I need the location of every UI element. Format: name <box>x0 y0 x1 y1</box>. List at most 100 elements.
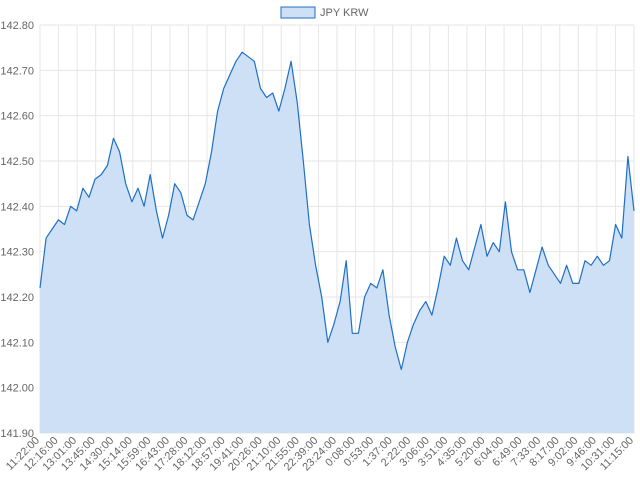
data-point[interactable] <box>418 309 421 312</box>
data-point[interactable] <box>283 87 286 90</box>
data-point[interactable] <box>626 155 629 158</box>
data-point[interactable] <box>351 332 354 335</box>
data-point[interactable] <box>155 209 158 212</box>
data-point[interactable] <box>486 255 489 258</box>
data-point[interactable] <box>375 286 378 289</box>
data-point[interactable] <box>88 196 91 199</box>
data-point[interactable] <box>100 173 103 176</box>
data-point[interactable] <box>69 205 72 208</box>
data-point[interactable] <box>45 237 48 240</box>
data-point[interactable] <box>406 341 409 344</box>
data-point[interactable] <box>302 160 305 163</box>
data-point[interactable] <box>235 60 238 63</box>
data-point[interactable] <box>130 200 133 203</box>
data-point[interactable] <box>571 282 574 285</box>
data-point[interactable] <box>412 323 415 326</box>
legend-label[interactable]: JPY KRW <box>320 7 369 19</box>
data-point[interactable] <box>179 191 182 194</box>
data-point[interactable] <box>381 268 384 271</box>
data-point[interactable] <box>241 51 244 54</box>
data-point[interactable] <box>388 314 391 317</box>
data-point[interactable] <box>590 264 593 267</box>
data-point[interactable] <box>173 182 176 185</box>
data-point[interactable] <box>253 60 256 63</box>
data-point[interactable] <box>259 87 262 90</box>
data-point[interactable] <box>167 214 170 217</box>
data-point[interactable] <box>369 282 372 285</box>
data-point[interactable] <box>314 264 317 267</box>
data-point[interactable] <box>228 73 231 76</box>
data-point[interactable] <box>271 92 274 95</box>
data-point[interactable] <box>198 200 201 203</box>
data-point[interactable] <box>357 332 360 335</box>
data-point[interactable] <box>94 178 97 181</box>
data-point[interactable] <box>216 110 219 113</box>
data-point[interactable] <box>394 345 397 348</box>
data-point[interactable] <box>449 264 452 267</box>
data-point[interactable] <box>192 218 195 221</box>
data-point[interactable] <box>39 286 42 289</box>
data-point[interactable] <box>75 209 78 212</box>
data-point[interactable] <box>137 187 140 190</box>
data-point[interactable] <box>112 137 115 140</box>
data-point[interactable] <box>437 286 440 289</box>
data-point[interactable] <box>479 223 482 226</box>
legend-swatch[interactable] <box>280 6 316 19</box>
data-point[interactable] <box>461 259 464 262</box>
data-point[interactable] <box>553 273 556 276</box>
data-point[interactable] <box>308 223 311 226</box>
data-point[interactable] <box>51 228 54 231</box>
data-point[interactable] <box>124 182 127 185</box>
data-point[interactable] <box>528 291 531 294</box>
data-point[interactable] <box>430 314 433 317</box>
data-point[interactable] <box>326 341 329 344</box>
data-point[interactable] <box>290 60 293 63</box>
data-point[interactable] <box>400 368 403 371</box>
data-point[interactable] <box>614 223 617 226</box>
data-point[interactable] <box>222 87 225 90</box>
data-point[interactable] <box>265 96 268 99</box>
data-point[interactable] <box>473 246 476 249</box>
data-point[interactable] <box>498 250 501 253</box>
data-point[interactable] <box>161 237 164 240</box>
data-point[interactable] <box>547 264 550 267</box>
data-point[interactable] <box>541 246 544 249</box>
data-point[interactable] <box>565 264 568 267</box>
data-point[interactable] <box>143 205 146 208</box>
data-point[interactable] <box>63 223 66 226</box>
data-point[interactable] <box>608 259 611 262</box>
data-point[interactable] <box>345 259 348 262</box>
data-point[interactable] <box>559 282 562 285</box>
data-point[interactable] <box>424 300 427 303</box>
data-point[interactable] <box>332 323 335 326</box>
data-point[interactable] <box>296 101 299 104</box>
data-point[interactable] <box>492 241 495 244</box>
data-point[interactable] <box>247 55 250 58</box>
data-point[interactable] <box>504 200 507 203</box>
data-point[interactable] <box>149 173 152 176</box>
data-point[interactable] <box>57 218 60 221</box>
data-point[interactable] <box>277 110 280 113</box>
data-point[interactable] <box>363 296 366 299</box>
data-point[interactable] <box>620 237 623 240</box>
data-point[interactable] <box>443 255 446 258</box>
data-point[interactable] <box>584 259 587 262</box>
data-point[interactable] <box>204 182 207 185</box>
data-point[interactable] <box>510 250 513 253</box>
data-point[interactable] <box>596 255 599 258</box>
data-point[interactable] <box>106 164 109 167</box>
data-point[interactable] <box>633 209 636 212</box>
legend[interactable]: JPY KRW <box>280 6 369 19</box>
data-point[interactable] <box>577 282 580 285</box>
data-point[interactable] <box>522 268 525 271</box>
data-point[interactable] <box>339 300 342 303</box>
data-point[interactable] <box>602 264 605 267</box>
data-point[interactable] <box>467 268 470 271</box>
data-point[interactable] <box>320 296 323 299</box>
data-point[interactable] <box>81 187 84 190</box>
data-point[interactable] <box>535 268 538 271</box>
data-point[interactable] <box>186 214 189 217</box>
data-point[interactable] <box>516 268 519 271</box>
data-point[interactable] <box>210 150 213 153</box>
data-point[interactable] <box>455 237 458 240</box>
